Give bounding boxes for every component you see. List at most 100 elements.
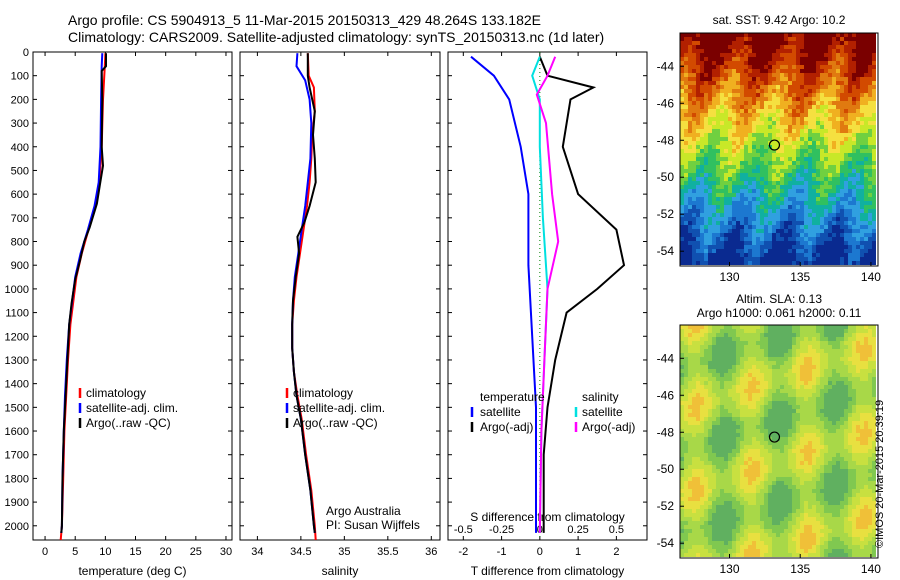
map-pixel: [828, 445, 832, 449]
map-pixel: [740, 41, 744, 45]
map-pixel: [776, 457, 780, 461]
map-pixel: [784, 141, 788, 145]
map-pixel: [716, 145, 720, 149]
map-pixel: [724, 245, 728, 249]
map-pixel: [692, 113, 696, 117]
map-pixel: [792, 37, 796, 41]
map-pixel: [712, 101, 716, 105]
map-pixel: [868, 201, 872, 205]
map-pixel: [828, 429, 832, 433]
map-pixel: [832, 81, 836, 85]
map-pixel: [848, 433, 852, 437]
map-pixel: [704, 441, 708, 445]
map-pixel: [712, 53, 716, 57]
map-pixel: [752, 329, 756, 333]
map-pixel: [752, 141, 756, 145]
map-pixel: [784, 153, 788, 157]
map-pixel: [708, 57, 712, 61]
map-pixel: [740, 193, 744, 197]
map-pixel: [740, 257, 744, 261]
map-pixel: [796, 425, 800, 429]
map-pixel: [784, 385, 788, 389]
map-pixel: [688, 253, 692, 257]
map-pixel: [752, 257, 756, 261]
map-pixel: [868, 197, 872, 201]
map-pixel: [820, 457, 824, 461]
map-pixel: [824, 113, 828, 117]
map-pixel: [792, 117, 796, 121]
map-pixel: [820, 185, 824, 189]
map-pixel: [848, 233, 852, 237]
map-pixel: [740, 101, 744, 105]
map-pixel: [796, 349, 800, 353]
map-pixel: [784, 449, 788, 453]
map-pixel: [764, 217, 768, 221]
map-pixel: [728, 81, 732, 85]
map-pixel: [848, 373, 852, 377]
map-pixel: [716, 209, 720, 213]
map-pixel: [700, 73, 704, 77]
map-pixel: [724, 253, 728, 257]
map-pixel: [800, 65, 804, 69]
map-pixel: [844, 217, 848, 221]
map-pixel: [788, 253, 792, 257]
map-pixel: [712, 477, 716, 481]
map-pixel: [700, 373, 704, 377]
map-pixel: [700, 337, 704, 341]
map-pixel: [776, 445, 780, 449]
top-tick-label: -0.25: [489, 524, 514, 536]
map-pixel: [828, 325, 832, 329]
map-pixel: [832, 341, 836, 345]
map-pixel: [692, 201, 696, 205]
map-pixel: [756, 57, 760, 61]
map-pixel: [772, 373, 776, 377]
map-pixel: [812, 181, 816, 185]
map-pixel: [736, 393, 740, 397]
map-pixel: [680, 341, 684, 345]
map-pixel: [872, 37, 876, 41]
map-pixel: [736, 357, 740, 361]
map-pixel: [836, 385, 840, 389]
map-pixel: [824, 81, 828, 85]
map-pixel: [712, 149, 716, 153]
map-pixel: [768, 353, 772, 357]
map-pixel: [832, 97, 836, 101]
map-pixel: [728, 401, 732, 405]
map-pixel: [772, 369, 776, 373]
map-pixel: [776, 101, 780, 105]
map-pixel: [724, 389, 728, 393]
map-pixel: [784, 429, 788, 433]
map-pixel: [804, 157, 808, 161]
map-pixel: [744, 469, 748, 473]
map-pixel: [804, 417, 808, 421]
map-pixel: [716, 93, 720, 97]
map-pixel: [704, 433, 708, 437]
map-pixel: [792, 141, 796, 145]
map-pixel: [816, 381, 820, 385]
map-pixel: [720, 421, 724, 425]
map-pixel: [728, 185, 732, 189]
map-pixel: [784, 61, 788, 65]
map-pixel: [852, 45, 856, 49]
map-pixel: [864, 229, 868, 233]
map-pixel: [824, 345, 828, 349]
map-pixel: [748, 373, 752, 377]
map-pixel: [732, 433, 736, 437]
map-pixel: [796, 33, 800, 37]
map-pixel: [728, 473, 732, 477]
map-pixel: [700, 241, 704, 245]
map-pixel: [696, 429, 700, 433]
map-pixel: [752, 369, 756, 373]
map-pixel: [852, 53, 856, 57]
map-pixel: [704, 417, 708, 421]
map-pixel: [736, 345, 740, 349]
map-pixel: [780, 61, 784, 65]
map-pixel: [684, 205, 688, 209]
map-pixel: [800, 121, 804, 125]
map-pixel: [724, 193, 728, 197]
map-pixel: [744, 473, 748, 477]
map-pixel: [772, 61, 776, 65]
map-pixel: [816, 369, 820, 373]
map-pixel: [696, 357, 700, 361]
map-pixel: [832, 41, 836, 45]
